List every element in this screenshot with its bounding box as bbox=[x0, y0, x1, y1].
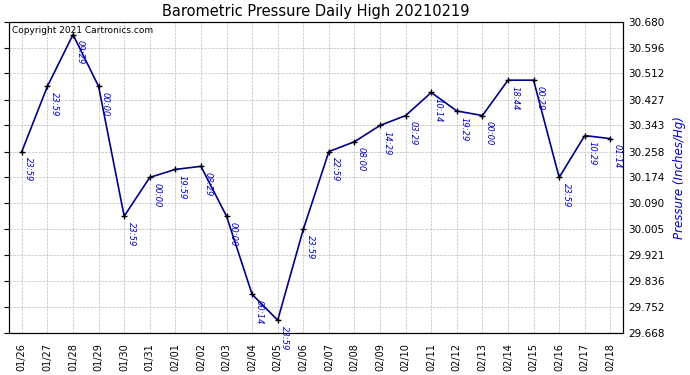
Text: 08:00: 08:00 bbox=[357, 147, 366, 172]
Text: 14:29: 14:29 bbox=[382, 131, 391, 155]
Title: Barometric Pressure Daily High 20210219: Barometric Pressure Daily High 20210219 bbox=[162, 4, 470, 19]
Text: 18:44: 18:44 bbox=[511, 86, 520, 110]
Text: 23:59: 23:59 bbox=[24, 157, 33, 182]
Text: 10:14: 10:14 bbox=[434, 98, 443, 122]
Text: 23:59: 23:59 bbox=[127, 222, 136, 246]
Text: 09:29: 09:29 bbox=[75, 40, 84, 64]
Text: 00:00: 00:00 bbox=[152, 183, 161, 207]
Text: 01:14: 01:14 bbox=[613, 144, 622, 169]
Text: 08:29: 08:29 bbox=[204, 172, 213, 196]
Text: 19:59: 19:59 bbox=[178, 175, 187, 200]
Text: 00:14: 00:14 bbox=[255, 300, 264, 324]
Text: 10:29: 10:29 bbox=[587, 141, 596, 165]
Text: 00:29: 00:29 bbox=[536, 86, 545, 110]
Text: 23:59: 23:59 bbox=[306, 235, 315, 260]
Y-axis label: Pressure (Inches/Hg): Pressure (Inches/Hg) bbox=[673, 116, 686, 239]
Text: 00:00: 00:00 bbox=[101, 92, 110, 116]
Text: 03:29: 03:29 bbox=[408, 121, 417, 146]
Text: 00:00: 00:00 bbox=[485, 121, 494, 146]
Text: 00:00: 00:00 bbox=[229, 222, 238, 246]
Text: 19:29: 19:29 bbox=[460, 117, 469, 141]
Text: Copyright 2021 Cartronics.com: Copyright 2021 Cartronics.com bbox=[12, 26, 153, 35]
Text: 22:59: 22:59 bbox=[331, 157, 340, 182]
Text: 23:59: 23:59 bbox=[562, 183, 571, 207]
Text: 23:59: 23:59 bbox=[50, 92, 59, 116]
Text: 23:59: 23:59 bbox=[280, 326, 289, 350]
